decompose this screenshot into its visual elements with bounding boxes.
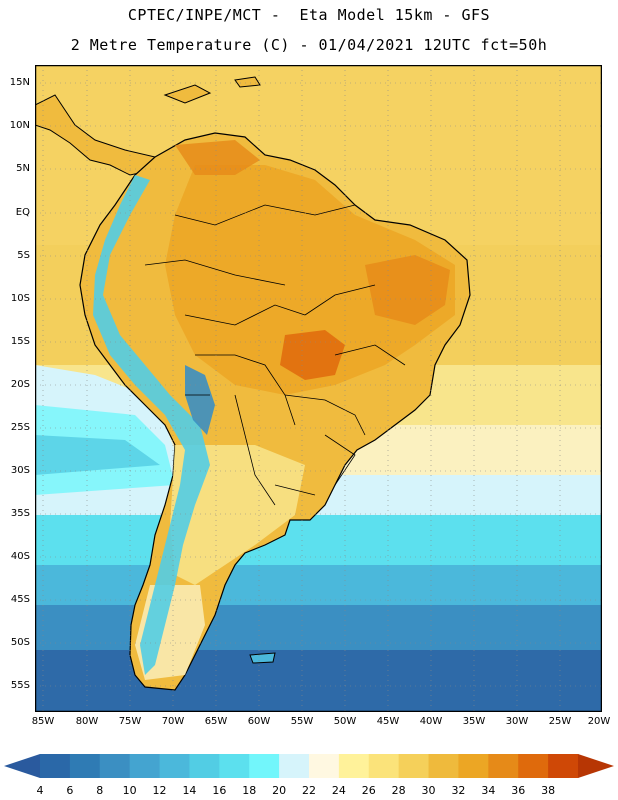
colorbar-swatch: [159, 754, 190, 778]
andes-mountains: [93, 175, 210, 675]
venezuela-hot: [175, 140, 260, 175]
colorbar-swatch: [368, 754, 400, 778]
map-title-line-1: CPTEC/INPE/MCT - Eta Model 15km - GFS: [127, 6, 491, 24]
longitude-label: 40W: [419, 716, 443, 727]
longitude-label: 35W: [462, 716, 486, 727]
latitude-label: 10S: [10, 293, 30, 304]
colorbar-swatch: [129, 754, 161, 778]
longitude-label: 20W: [587, 716, 611, 727]
central-brazil-very-hot: [280, 330, 345, 380]
latitude-label: 5S: [17, 250, 30, 261]
colorbar-swatch: [458, 754, 489, 778]
caribbean-island: [234, 76, 261, 88]
map-border: [35, 65, 602, 712]
colorbar-swatch: [99, 754, 131, 778]
colorbar-label: 38: [541, 784, 556, 797]
colorbar-swatch: [428, 754, 459, 778]
falkland-islands: [249, 652, 276, 664]
longitude-label: 25W: [548, 716, 572, 727]
colorbar-label: 8: [96, 784, 104, 797]
latitude-label: 30S: [10, 465, 30, 476]
amazon-hot-region: [165, 165, 455, 395]
country-borders: [144, 204, 406, 506]
latitude-label: 25S: [10, 422, 30, 433]
colorbar-over-arrow: [578, 754, 614, 778]
colorbar-label: 22: [302, 784, 316, 797]
ocean-cold-band-2: [35, 565, 602, 605]
latitude-label: 55S: [10, 680, 30, 691]
longitude-label: 65W: [204, 716, 228, 727]
ocean-cold-band-4: [35, 650, 602, 712]
colorbar-swatch: [518, 754, 549, 778]
colorbar-swatch: [249, 754, 280, 778]
latitude-label: 40S: [10, 551, 30, 562]
caribbean-island: [163, 84, 212, 104]
colorbar-label: 6: [66, 784, 74, 797]
colorbar-swatch: [338, 754, 370, 778]
colorbar-swatch: [219, 754, 250, 778]
colorbar-label: 12: [152, 784, 167, 797]
colorbar-label: 20: [272, 784, 287, 797]
ocean-cold-band-3: [35, 605, 602, 650]
colorbar-label: 16: [212, 784, 227, 797]
colorbar-swatch: [488, 754, 519, 778]
colorbar-label: 24: [331, 784, 346, 797]
latitude-label: EQ: [15, 207, 30, 218]
colorbar-label: 30: [421, 784, 436, 797]
colorbar-under-arrow: [4, 754, 40, 778]
colorbar-swatch: [69, 754, 101, 778]
colorbar-label: 10: [122, 784, 137, 797]
colorbar-swatch: [309, 754, 340, 778]
latitude-label: 15N: [9, 77, 30, 88]
colorbar-label: 4: [36, 784, 44, 797]
colorbar-label: 34: [481, 784, 496, 797]
colorbar-swatch: [279, 754, 310, 778]
longitude-label: 70W: [161, 716, 185, 727]
latitude-label: 20S: [10, 379, 30, 390]
latitude-label: 35S: [10, 508, 30, 519]
colorbar-swatch: [189, 754, 220, 778]
colorbar-label: 36: [511, 784, 526, 797]
longitude-label: 75W: [118, 716, 142, 727]
colorbar-label: 18: [242, 784, 257, 797]
ocean-cold-band-1: [35, 515, 602, 565]
northeast-brazil-hot: [365, 255, 450, 325]
colorbar-label: 26: [361, 784, 376, 797]
latitude-label: 10N: [9, 120, 30, 131]
map-title-line-2: 2 Metre Temperature (C) - 01/04/2021 12U…: [70, 36, 548, 54]
longitude-label: 50W: [333, 716, 357, 727]
colorbar-label: 14: [182, 784, 197, 797]
longitude-label: 45W: [376, 716, 400, 727]
longitude-label: 30W: [505, 716, 529, 727]
colorbar-swatch: [40, 754, 71, 778]
colorbar-swatch: [398, 754, 430, 778]
colorbar-label: 28: [391, 784, 406, 797]
longitude-label: 80W: [75, 716, 99, 727]
longitude-label: 60W: [247, 716, 271, 727]
andes-high-peaks: [185, 365, 215, 435]
latitude-label: 45S: [10, 594, 30, 605]
temperature-map: [35, 65, 602, 712]
colorbar-label: 32: [451, 784, 466, 797]
longitude-label: 55W: [290, 716, 314, 727]
latitude-label: 5N: [16, 163, 30, 174]
longitude-label: 85W: [31, 716, 55, 727]
colorbar-swatch: [548, 754, 579, 778]
latitude-label: 15S: [10, 336, 30, 347]
latitude-label: 50S: [10, 637, 30, 648]
temperature-colorbar: [4, 754, 614, 778]
pacific-colder-water: [35, 435, 160, 475]
